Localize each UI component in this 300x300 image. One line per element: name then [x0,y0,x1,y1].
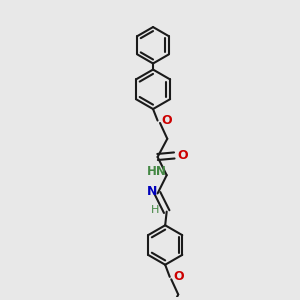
Text: O: O [161,114,172,127]
Text: N: N [147,185,157,198]
Text: O: O [177,149,188,162]
Text: HN: HN [147,165,167,178]
Text: O: O [173,270,184,284]
Text: H: H [151,205,159,215]
